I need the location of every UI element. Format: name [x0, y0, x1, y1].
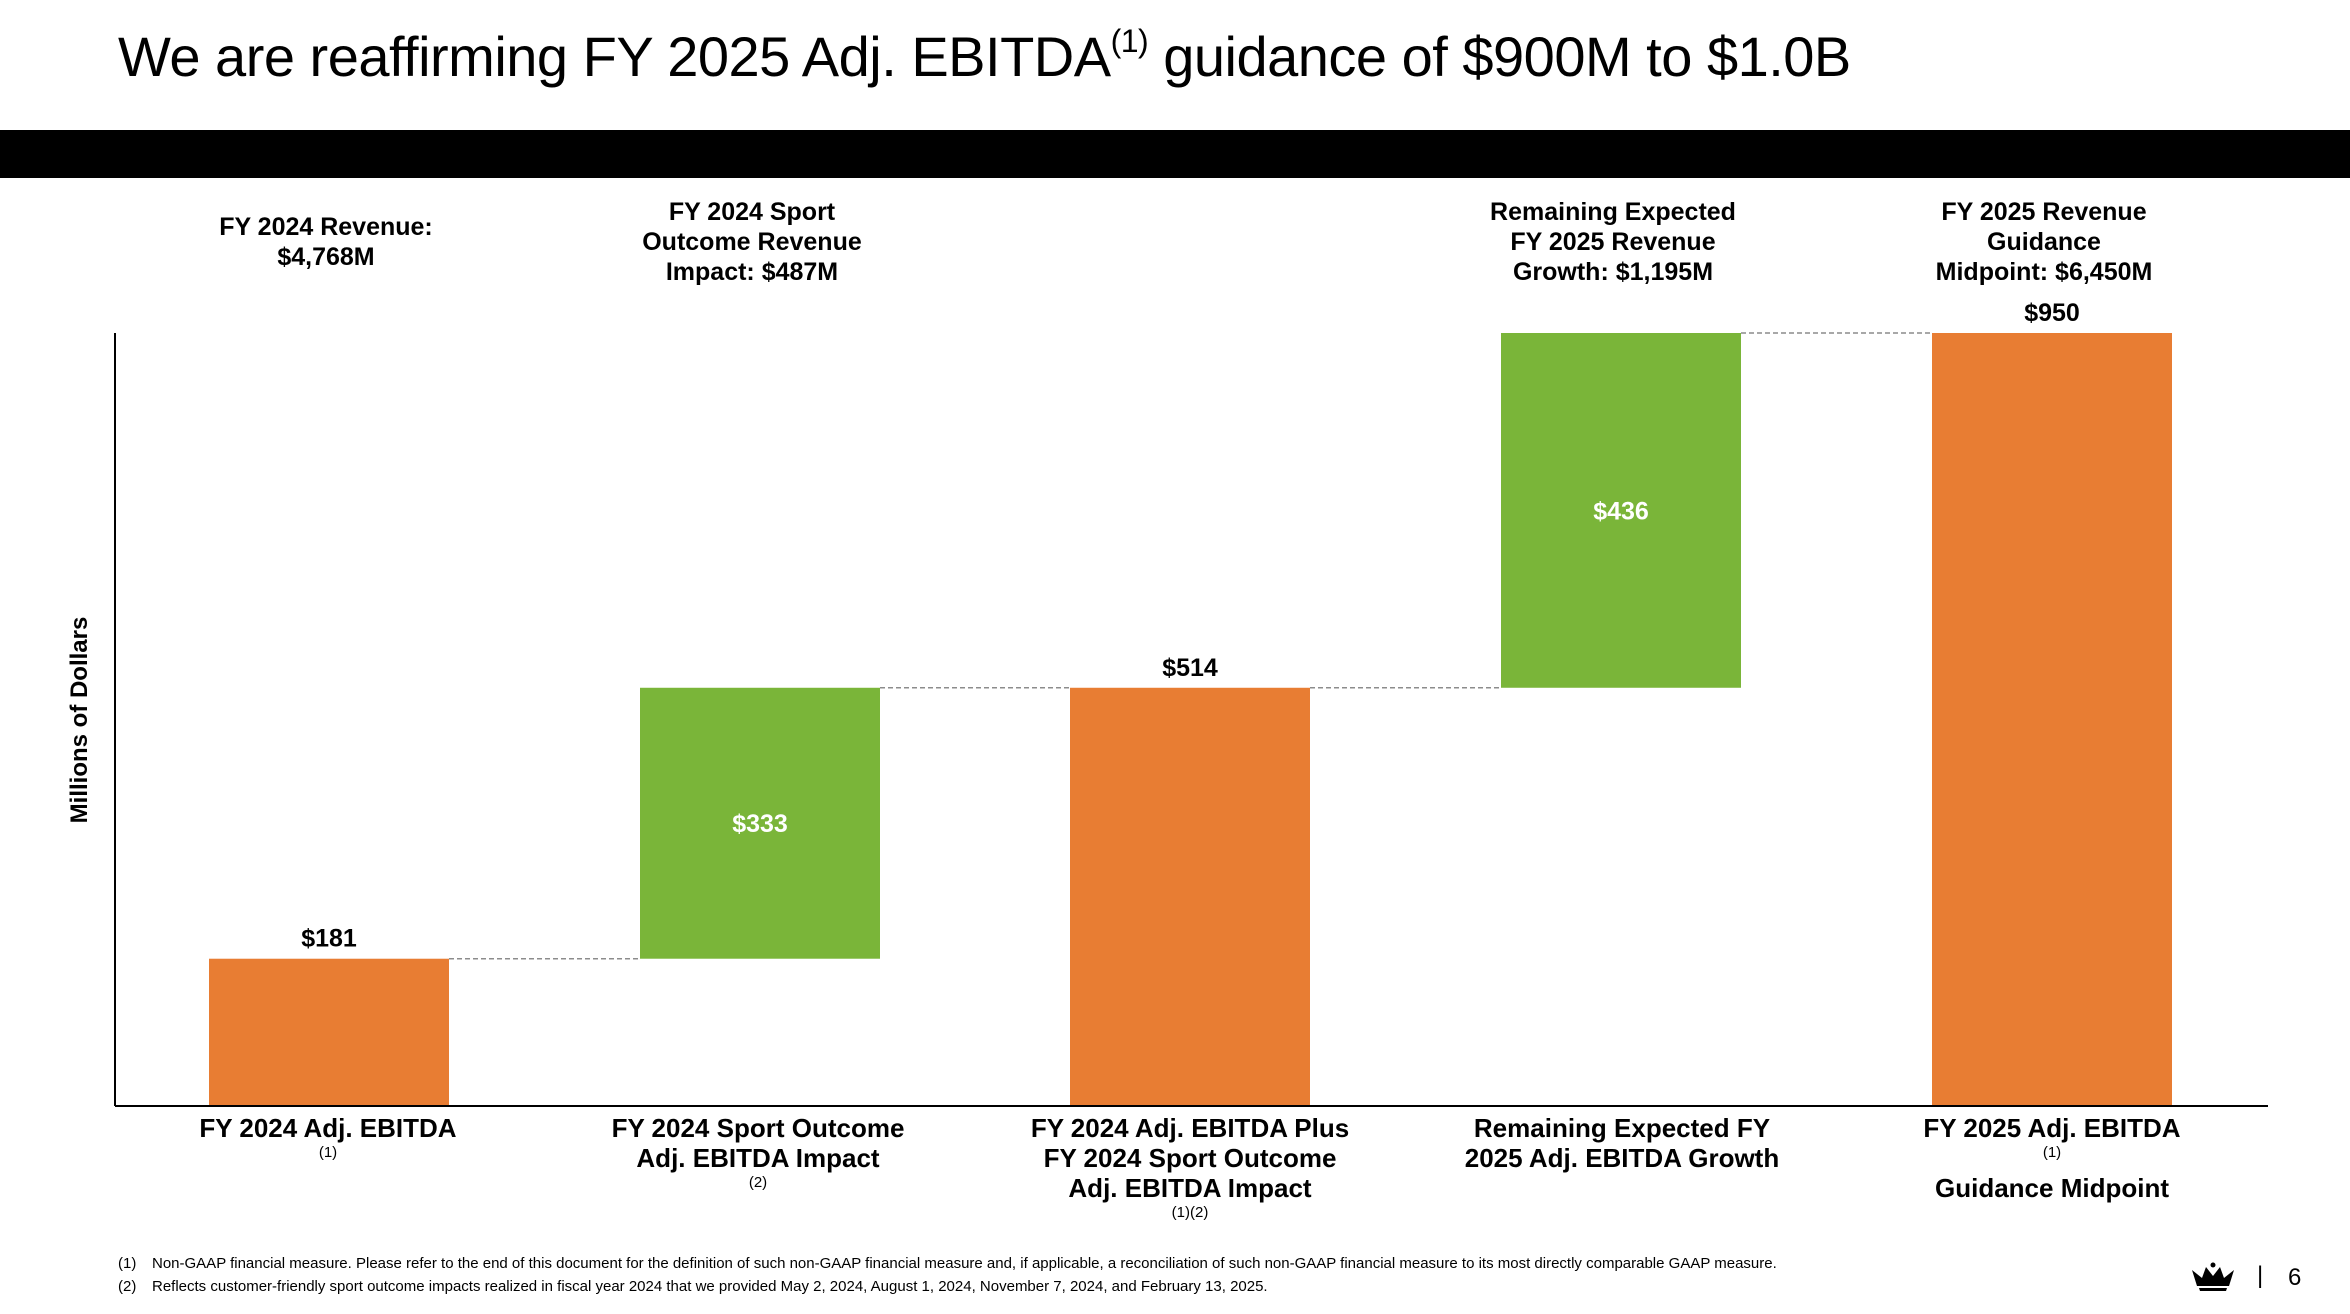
increase-bar: [640, 687, 880, 959]
page-number: 6: [2288, 1264, 2302, 1291]
footnote-text: Non-GAAP financial measure. Please refer…: [152, 1255, 1777, 1272]
category-footnote-ref: (1)(2): [1171, 1204, 1209, 1221]
category-footnote-ref: (1): [318, 1144, 338, 1161]
category-line-text: FY 2025 Adj. EBITDA: [1923, 1113, 2181, 1143]
top-label-line: FY 2025 Revenue: [1941, 198, 2147, 226]
crown-logo-icon: [2192, 1262, 2234, 1291]
category-line: FY 2025 Adj. EBITDA (1): [1862, 1113, 2242, 1173]
category-line: Remaining Expected FY: [1432, 1113, 1812, 1143]
category-footnote-ref: (2): [748, 1174, 768, 1191]
top-label-line: Midpoint: $6,450M: [1935, 258, 2153, 286]
top-label-line: Growth: $1,195M: [1512, 258, 1714, 286]
top-label-line: $4,768M: [277, 243, 375, 271]
total-bar: [1932, 333, 2172, 1106]
category-line-text: Remaining Expected FY: [1473, 1113, 1771, 1143]
top-label-fy2025-revenue-guidance: FY 2025 Revenue Guidance Midpoint: $6,45…: [1884, 197, 2204, 287]
footnote: (1) Non-GAAP financial measure. Please r…: [118, 1252, 1777, 1275]
bar-value-label: $514: [1162, 654, 1218, 682]
category-line: 2025 Adj. EBITDA Growth: [1432, 1143, 1812, 1173]
category-line-text: Guidance Midpoint: [1935, 1173, 2169, 1203]
top-label-line: FY 2024 Sport: [668, 198, 836, 226]
category-line-text: Adj. EBITDA Impact: [636, 1143, 880, 1173]
footnotes: (1) Non-GAAP financial measure. Please r…: [118, 1252, 1777, 1298]
top-label-line: Outcome Revenue: [642, 228, 862, 256]
category-line: Guidance Midpoint: [1862, 1173, 2242, 1203]
bar-value-label: $950: [2024, 299, 2080, 327]
top-label-remaining-revenue-growth: Remaining Expected FY 2025 Revenue Growt…: [1453, 197, 1773, 287]
category-label: FY 2024 Adj. EBITDA Plus FY 2024 Sport O…: [1000, 1113, 1380, 1233]
title-footnote-ref: (1): [1110, 23, 1149, 59]
footnote-number: (1): [118, 1255, 137, 1272]
category-label: Remaining Expected FY 2025 Adj. EBITDA G…: [1432, 1113, 1812, 1173]
page-separator: |: [2257, 1262, 2264, 1289]
total-bar: [209, 958, 449, 1106]
top-label-line: FY 2025 Revenue: [1510, 228, 1716, 256]
category-line-text: Adj. EBITDA Impact: [1068, 1173, 1312, 1203]
category-line: FY 2024 Adj. EBITDA (1): [138, 1113, 518, 1173]
category-footnote-ref: (1): [2042, 1144, 2062, 1161]
top-label-line: Impact: $487M: [665, 258, 839, 286]
title-main: We are reaffirming FY 2025 Adj. EBITDA: [118, 25, 1111, 88]
category-line-text: FY 2024 Adj. EBITDA: [199, 1113, 457, 1143]
category-label: FY 2024 Sport Outcome Adj. EBITDA Impact…: [568, 1113, 948, 1203]
footnote-number: (2): [118, 1278, 137, 1295]
category-line: Adj. EBITDA Impact (1)(2): [1000, 1173, 1380, 1233]
page-title: We are reaffirming FY 2025 Adj. EBITDA(1…: [118, 24, 1851, 89]
category-line-text: 2025 Adj. EBITDA Growth: [1464, 1143, 1780, 1173]
category-line-text: FY 2024 Sport Outcome: [1043, 1143, 1337, 1173]
total-bar: [1070, 687, 1310, 1106]
category-label: FY 2025 Adj. EBITDA (1) Guidance Midpoint: [1862, 1113, 2242, 1203]
bar-value-label: $436: [1593, 497, 1649, 525]
top-label-fy2024-revenue: FY 2024 Revenue: $4,768M: [166, 212, 486, 272]
increase-bar: [1501, 333, 1741, 688]
category-label: FY 2024 Adj. EBITDA (1): [138, 1113, 518, 1173]
bar-value-label: $181: [301, 925, 357, 953]
footnote-text: Reflects customer-friendly sport outcome…: [152, 1278, 1268, 1295]
category-line: FY 2024 Adj. EBITDA Plus: [1000, 1113, 1380, 1143]
category-line: Adj. EBITDA Impact (2): [568, 1143, 948, 1203]
header-divider-band: [0, 130, 2350, 178]
title-rest: guidance of $900M to $1.0B: [1148, 25, 1851, 88]
category-line-text: FY 2024 Adj. EBITDA Plus: [1030, 1113, 1350, 1143]
category-line-text: FY 2024 Sport Outcome: [611, 1113, 905, 1143]
footnote: (2) Reflects customer-friendly sport out…: [118, 1275, 1777, 1298]
top-label-line: FY 2024 Revenue:: [219, 213, 433, 241]
category-line: FY 2024 Sport Outcome: [1000, 1143, 1380, 1173]
top-label-sport-outcome-revenue: FY 2024 Sport Outcome Revenue Impact: $4…: [592, 197, 912, 287]
category-line: FY 2024 Sport Outcome: [568, 1113, 948, 1143]
top-label-line: Remaining Expected: [1490, 198, 1736, 226]
bar-value-label: $333: [732, 810, 788, 838]
top-label-line: Guidance: [1987, 228, 2101, 256]
